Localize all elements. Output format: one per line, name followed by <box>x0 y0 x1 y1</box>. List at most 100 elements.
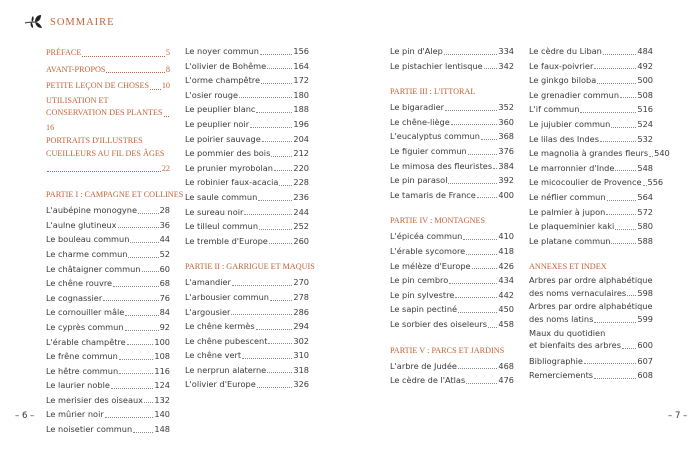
toc-entry[interactable]: Le sorbier des oiseleurs 458 <box>390 317 514 332</box>
entry-title: Le platane commun <box>529 235 611 246</box>
toc-chapter-entry[interactable]: AVANT-PROPOS 8 <box>46 63 170 78</box>
entry-title: CUEILLEURS AU FIL DES ÂGES <box>46 148 165 158</box>
toc-entry[interactable]: Le pin sylvestre 442 <box>390 288 514 303</box>
toc-entry[interactable]: Le merisier des oiseaux 132 <box>46 393 170 408</box>
toc-entry[interactable]: Le cornouiller mâle 84 <box>46 305 170 320</box>
toc-entry[interactable]: Le plaqueminier kaki 580 <box>529 219 653 234</box>
toc-entry[interactable]: L'argousier 286 <box>185 305 309 320</box>
dot-leader <box>256 387 293 389</box>
toc-entry[interactable]: Le pin parasol 392 <box>390 173 514 188</box>
toc-entry[interactable]: L'amandier 270 <box>185 275 309 290</box>
entry-title: PETITE LEÇON DE CHOSES <box>46 81 150 91</box>
toc-entry[interactable]: Le néflier commun 564 <box>529 190 653 205</box>
toc-entry[interactable]: Maux du quotidien et bienfaits des arbres… <box>529 328 653 353</box>
toc-entry[interactable]: L'aulne glutineux 36 <box>46 218 170 233</box>
toc-entry[interactable]: Le sureau noir 244 <box>185 205 309 220</box>
toc-entry[interactable]: Le micocoulier de Provence 556 <box>529 175 663 190</box>
toc-entry[interactable]: Le chêne rouvre 68 <box>46 276 170 291</box>
entry-title: L'aulne glutineux <box>46 219 117 230</box>
entry-page-number: 204 <box>293 133 309 144</box>
dot-leader <box>450 124 498 126</box>
toc-entry[interactable]: L'érable sycomore 418 <box>390 244 514 259</box>
toc-entry[interactable]: Le magnolia à grandes fleurs 540 <box>529 146 670 161</box>
dot-leader <box>466 253 498 255</box>
toc-entry[interactable]: Le nerprun alaterne 318 <box>185 363 309 378</box>
dot-leader <box>455 297 498 299</box>
toc-entry[interactable]: Le cyprès commun 92 <box>46 320 170 335</box>
toc-chapter-entry[interactable]: PRÉFACE 5 <box>46 46 170 61</box>
toc-entry[interactable]: Le tamaris de France 400 <box>390 188 514 203</box>
entry-page-number: 44 <box>159 234 170 245</box>
toc-entry[interactable]: Le hêtre commun 116 <box>46 364 170 379</box>
toc-entry[interactable]: L'arbousier commun 278 <box>185 290 309 305</box>
toc-entry[interactable]: Le pistachier lentisque 342 <box>390 59 514 74</box>
toc-entry[interactable]: Le cognassier 76 <box>46 291 170 306</box>
toc-entry[interactable]: Le sapin pectiné 450 <box>390 302 514 317</box>
toc-entry[interactable]: L'érable champêtre 100 <box>46 335 170 350</box>
dot-leader <box>231 284 293 286</box>
toc-entry[interactable]: Arbres par ordre alphabétique des noms ve… <box>529 275 653 300</box>
toc-entry[interactable]: Le mûrier noir 140 <box>46 407 170 422</box>
toc-entry[interactable]: Le tremble d'Europe 260 <box>185 234 309 249</box>
toc-entry[interactable]: Le jujubier commun 524 <box>529 117 653 132</box>
toc-entry[interactable]: Le lilas des Indes 532 <box>529 132 653 147</box>
toc-entry[interactable]: Le cèdre de l'Atlas 476 <box>390 373 514 388</box>
toc-entry[interactable]: Le tilleul commun 252 <box>185 219 309 234</box>
toc-chapter-entry[interactable]: UTILISATION ET CONSERVATION DES PLANTES 16 <box>46 96 170 136</box>
entry-title: Le marronnier d'Inde <box>529 162 615 173</box>
toc-entry[interactable]: Le poirier sauvage 204 <box>185 132 309 147</box>
toc-entry[interactable]: Le prunier myrobolan 220 <box>185 161 309 176</box>
toc-entry[interactable]: Le peuplier noir 196 <box>185 117 309 132</box>
dot-leader <box>583 363 637 365</box>
toc-entry[interactable]: Le frêne commun 108 <box>46 349 170 364</box>
toc-entry[interactable]: Le mélèze d'Europe 426 <box>390 259 514 274</box>
toc-entry[interactable]: Le palmier à jupon 572 <box>529 205 653 220</box>
toc-entry[interactable]: Le bigaradier 352 <box>390 100 514 115</box>
toc-column-3: Le pin d'Alep 334 Le pistachier lentisque 3… <box>390 44 514 388</box>
toc-entry[interactable]: Le figuier commun 376 <box>390 144 514 159</box>
toc-entry[interactable]: Le chêne-liège 360 <box>390 115 514 130</box>
toc-chapter-entry[interactable]: PORTRAITS D'ILLUSTRES CUEILLEURS AU FIL D… <box>46 136 170 176</box>
toc-entry[interactable]: Le cèdre du Liban 484 <box>529 44 653 59</box>
toc-entry[interactable]: L'eucalyptus commun 368 <box>390 129 514 144</box>
toc-entry[interactable]: Le grenadier commun 508 <box>529 88 653 103</box>
toc-entry[interactable]: Le saule commun 236 <box>185 190 309 205</box>
toc-entry[interactable]: Le peuplier blanc 188 <box>185 102 309 117</box>
toc-entry[interactable]: L'orme champêtre 172 <box>185 73 309 88</box>
toc-entry[interactable]: Le bouleau commun 44 <box>46 232 170 247</box>
toc-entry[interactable]: Le marronnier d'Inde 548 <box>529 161 653 176</box>
leaf-sprig-icon <box>24 15 42 28</box>
entry-page-number: 84 <box>159 307 170 318</box>
toc-entry[interactable]: Le noisetier commun 148 <box>46 422 170 437</box>
toc-entry[interactable]: Le pin cembro 434 <box>390 273 514 288</box>
toc-entry[interactable]: Le ginkgo biloba 500 <box>529 73 653 88</box>
toc-entry[interactable]: Remerciements 608 <box>529 368 653 383</box>
toc-entry[interactable]: Bibliographie 607 <box>529 354 653 369</box>
toc-entry[interactable]: Le robinier faux-acacia 228 <box>185 175 309 190</box>
toc-entry[interactable]: L'if commun 516 <box>529 102 653 117</box>
dot-leader <box>621 347 637 349</box>
toc-entry[interactable]: Le chêne pubescent 302 <box>185 334 309 349</box>
entry-page-number: 492 <box>637 60 653 71</box>
toc-entry[interactable]: Le charme commun 52 <box>46 247 170 262</box>
toc-entry[interactable]: Le pommier des bois 212 <box>185 146 309 161</box>
toc-entry[interactable]: L'arbre de Judée 468 <box>390 359 514 374</box>
entry-title: Le nerprun alaterne <box>185 364 267 375</box>
toc-entry[interactable]: Le chêne kermès 294 <box>185 319 309 334</box>
entry-page-number: 52 <box>159 248 170 259</box>
toc-entry[interactable]: Le platane commun 588 <box>529 234 653 249</box>
toc-entry[interactable]: Le châtaigner commun 60 <box>46 262 170 277</box>
toc-entry[interactable]: L'olivier de Bohême 164 <box>185 59 309 74</box>
toc-entry[interactable]: L'aubépine monogyne 28 <box>46 203 170 218</box>
toc-entry[interactable]: L'osier rouge 180 <box>185 88 309 103</box>
toc-chapter-entry[interactable]: PETITE LEÇON DE CHOSES 10 <box>46 79 170 94</box>
toc-entry[interactable]: Le pin d'Alep 334 <box>390 44 514 59</box>
toc-entry[interactable]: Le faux-poivrier 492 <box>529 59 653 74</box>
toc-entry[interactable]: Le chêne vert 310 <box>185 348 309 363</box>
toc-entry[interactable]: Le noyer commun 156 <box>185 44 309 59</box>
toc-entry[interactable]: L'épicéa commun 410 <box>390 229 514 244</box>
toc-entry[interactable]: Le laurier noble 124 <box>46 378 170 393</box>
toc-entry[interactable]: L'olivier d'Europe 326 <box>185 377 309 392</box>
toc-entry[interactable]: Le mimosa des fleuristes 384 <box>390 159 514 174</box>
toc-entry[interactable]: Arbres par ordre alphabétique des noms la… <box>529 301 653 326</box>
